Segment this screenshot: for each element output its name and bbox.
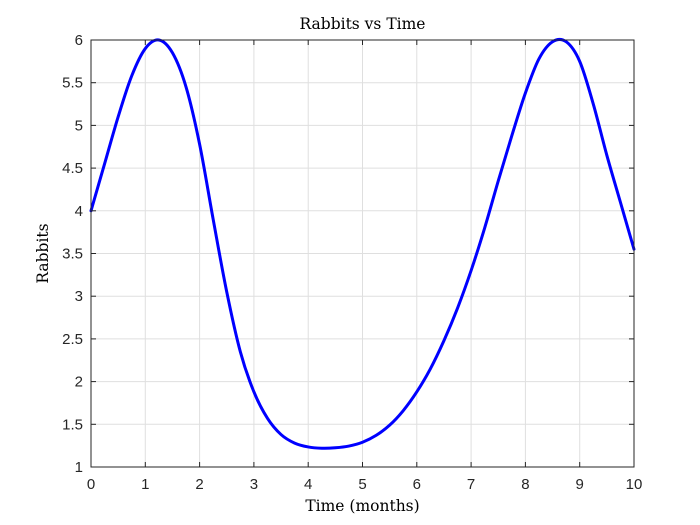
- x-tick-label: 10: [626, 476, 643, 493]
- y-tick-label: 2: [75, 374, 83, 391]
- x-tick-label: 8: [521, 476, 529, 493]
- y-axis-label: Rabbits: [34, 223, 52, 283]
- x-tick-label: 7: [467, 476, 475, 493]
- x-tick-label: 5: [358, 476, 366, 493]
- y-tick-label: 3: [75, 288, 83, 305]
- y-tick-labels: 1 1.5 2 2.5 3 3.5 4 4.5 5 5.5 6: [62, 32, 83, 476]
- y-tick-label: 6: [75, 32, 83, 49]
- tick-marks: [90, 39, 635, 468]
- series-line-rabbits: [89, 37, 636, 450]
- x-axis-label: Time (months): [305, 497, 419, 515]
- x-tick-label: 2: [195, 476, 203, 493]
- y-tick-label: 4.5: [62, 160, 83, 177]
- y-tick-label: 2.5: [62, 331, 83, 348]
- x-tick-label: 0: [87, 476, 95, 493]
- y-tick-label: 5: [75, 117, 83, 134]
- x-tick-label: 9: [576, 476, 584, 493]
- y-tick-label: 1.5: [62, 416, 83, 433]
- y-tick-label: 3.5: [62, 246, 83, 263]
- y-tick-label: 4: [75, 203, 83, 220]
- y-tick-label: 1: [75, 459, 83, 476]
- x-tick-label: 1: [141, 476, 149, 493]
- chart-title: Rabbits vs Time: [300, 15, 426, 33]
- x-tick-label: 6: [413, 476, 421, 493]
- x-tick-label: 4: [304, 476, 312, 493]
- x-tick-label: 3: [250, 476, 258, 493]
- x-tick-labels: 0 1 2 3 4 5 6 7 8 9 10: [87, 476, 643, 493]
- y-tick-label: 5.5: [62, 75, 83, 92]
